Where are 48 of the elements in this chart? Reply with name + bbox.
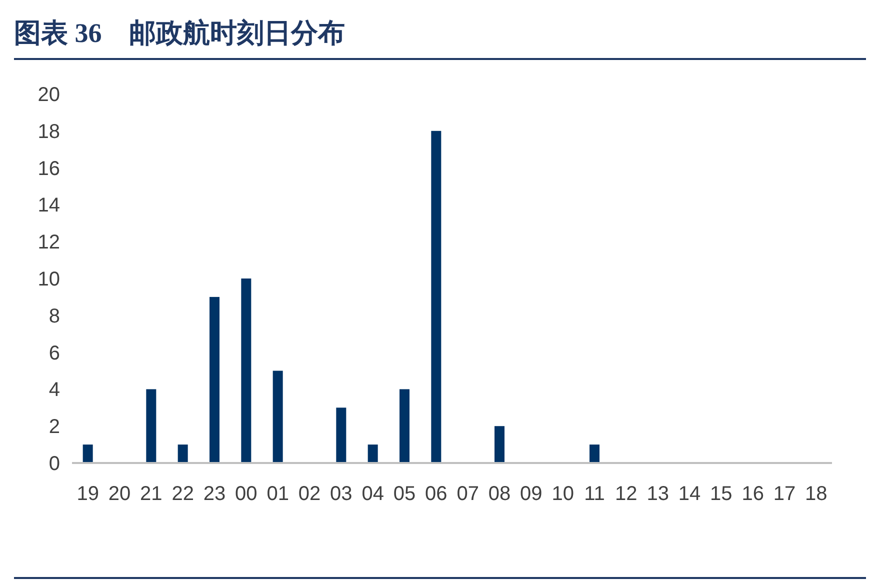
x-tick-label: 20 [108,483,131,505]
y-tick-label: 18 [38,120,60,143]
bar [178,444,188,463]
x-tick-label: 03 [330,483,352,505]
bar [590,444,600,463]
x-tick-label: 01 [266,483,289,505]
bar [146,389,156,463]
x-tick-label: 04 [362,483,384,505]
y-tick-label: 16 [38,158,60,180]
y-tick-label: 2 [48,416,60,438]
x-tick-label: 14 [678,483,701,505]
bar [82,444,93,463]
x-tick-label: 00 [235,483,258,505]
bar [431,130,442,463]
x-tick-label: 21 [140,483,162,505]
x-tick-label: 15 [710,483,732,505]
y-tick-label: 8 [48,305,60,328]
bar [400,389,410,463]
x-tick-label: 23 [203,483,226,505]
bar [241,278,252,463]
chart-title: 图表 36 邮政航时刻日分布 [14,18,345,48]
x-tick-label: 02 [298,483,321,505]
x-tick-label: 19 [76,483,99,505]
x-tick-label: 05 [393,483,416,505]
bar [210,296,220,463]
x-tick-label: 11 [584,483,605,505]
y-tick-label: 6 [48,342,60,364]
x-tick-label: 13 [646,483,669,505]
y-tick-label: 4 [48,379,60,402]
bar [368,444,378,463]
x-tick-label: 16 [742,483,764,505]
x-tick-label: 12 [615,483,638,505]
y-tick-label: 20 [38,84,60,106]
x-tick-label: 18 [805,483,828,505]
bar [494,426,504,463]
x-tick-label: 07 [456,483,479,505]
y-tick-label: 12 [38,232,60,254]
x-tick-label: 10 [552,483,574,505]
y-tick-label: 14 [38,194,60,217]
x-tick-label: 22 [172,483,194,505]
y-tick-label: 0 [48,453,60,475]
x-tick-label: 17 [773,483,796,505]
bar [272,370,283,463]
y-tick-label: 10 [38,268,60,290]
x-tick-label: 09 [520,483,542,505]
x-tick-label: 08 [488,483,511,505]
bar [336,408,346,463]
x-tick-label: 06 [425,483,448,505]
